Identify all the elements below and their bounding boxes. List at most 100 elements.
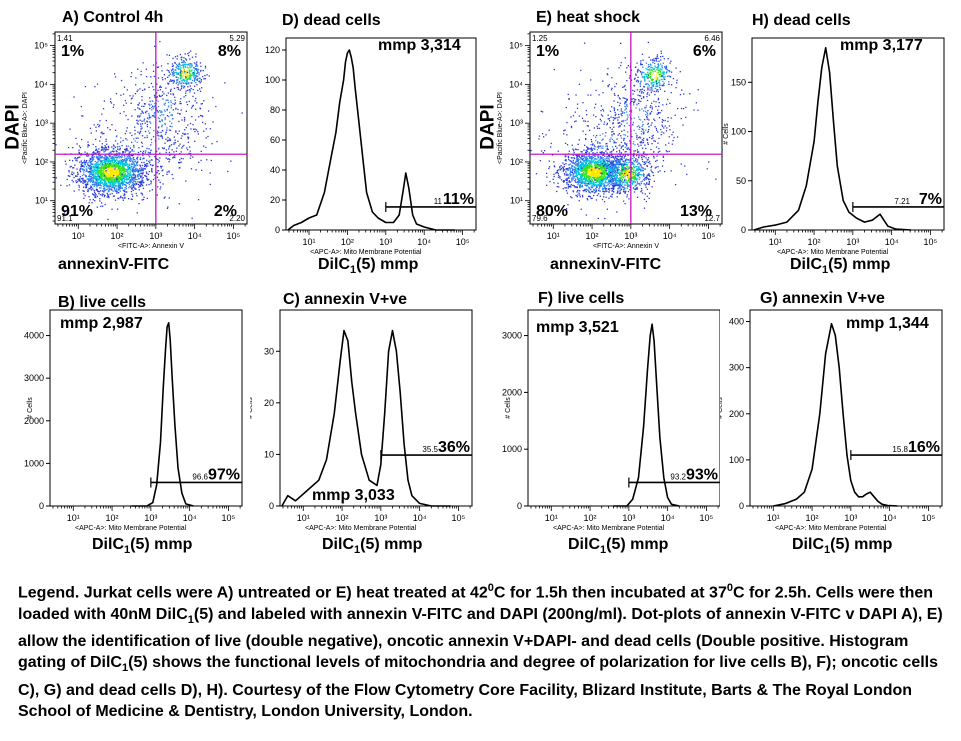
dot bbox=[160, 131, 162, 134]
dot bbox=[111, 165, 113, 167]
dot bbox=[123, 154, 125, 156]
dot bbox=[170, 107, 173, 109]
dot bbox=[171, 79, 174, 82]
dot bbox=[600, 174, 602, 176]
dot bbox=[102, 185, 105, 188]
dot bbox=[186, 72, 188, 74]
dot bbox=[119, 171, 121, 173]
dot bbox=[588, 160, 590, 162]
dot bbox=[200, 79, 202, 81]
dot bbox=[175, 71, 178, 73]
dot bbox=[583, 160, 585, 162]
dot bbox=[610, 168, 613, 170]
dot bbox=[182, 145, 184, 148]
dot bbox=[585, 168, 587, 170]
dot bbox=[604, 169, 607, 171]
dot bbox=[582, 157, 585, 160]
dot bbox=[183, 65, 185, 67]
dot bbox=[597, 145, 600, 147]
dot bbox=[97, 157, 99, 159]
dot bbox=[91, 170, 94, 172]
dot bbox=[127, 163, 129, 165]
histogram-line bbox=[287, 49, 455, 231]
dot bbox=[86, 168, 88, 171]
dot bbox=[75, 137, 77, 139]
dot bbox=[79, 176, 81, 178]
dot bbox=[590, 183, 592, 185]
dot bbox=[170, 80, 173, 82]
dot bbox=[204, 123, 207, 125]
dot bbox=[165, 157, 167, 159]
dot bbox=[107, 218, 109, 221]
dot bbox=[109, 160, 111, 162]
dot bbox=[202, 121, 204, 124]
dot bbox=[177, 77, 180, 79]
dot bbox=[164, 102, 166, 104]
dot bbox=[106, 158, 108, 161]
dot bbox=[87, 190, 89, 192]
dot bbox=[596, 169, 598, 172]
dot bbox=[195, 76, 197, 78]
dot bbox=[160, 119, 163, 121]
dot bbox=[107, 159, 109, 162]
dot bbox=[208, 75, 210, 77]
dot bbox=[104, 168, 106, 171]
dot bbox=[131, 72, 133, 74]
dot bbox=[96, 173, 98, 175]
dot bbox=[637, 183, 640, 185]
dot bbox=[584, 168, 586, 170]
dot bbox=[97, 174, 99, 177]
dot bbox=[606, 172, 608, 174]
dot bbox=[157, 106, 160, 108]
dot bbox=[195, 63, 198, 65]
dot bbox=[611, 176, 613, 179]
dot bbox=[584, 159, 586, 162]
dot bbox=[121, 144, 123, 147]
dot bbox=[160, 110, 162, 112]
dot bbox=[134, 180, 136, 182]
dot bbox=[105, 173, 107, 176]
dot bbox=[153, 130, 155, 132]
dot bbox=[579, 169, 581, 171]
dot bbox=[133, 183, 135, 185]
dot bbox=[128, 187, 130, 189]
dot bbox=[108, 177, 111, 179]
dot bbox=[111, 182, 114, 184]
dot bbox=[617, 184, 619, 187]
dot bbox=[599, 151, 601, 153]
dot bbox=[185, 59, 188, 61]
dot bbox=[601, 175, 603, 177]
dot bbox=[562, 166, 564, 168]
dot bbox=[174, 99, 176, 101]
dot bbox=[121, 154, 123, 157]
dot bbox=[142, 198, 145, 201]
dot bbox=[101, 174, 103, 176]
dot bbox=[191, 65, 193, 67]
dot bbox=[189, 65, 191, 67]
dot bbox=[144, 152, 146, 154]
dot bbox=[605, 181, 607, 183]
dot bbox=[110, 161, 112, 163]
dot bbox=[115, 174, 117, 176]
dot bbox=[115, 150, 117, 152]
dot bbox=[535, 173, 538, 175]
dot bbox=[172, 72, 175, 74]
dot bbox=[156, 83, 158, 85]
dot bbox=[606, 190, 608, 192]
dot bbox=[125, 163, 128, 165]
dot bbox=[556, 171, 559, 173]
dot bbox=[122, 169, 124, 171]
dot bbox=[104, 194, 106, 197]
dot bbox=[619, 181, 621, 184]
dot bbox=[145, 112, 147, 114]
dot bbox=[197, 89, 199, 92]
dot bbox=[177, 133, 179, 135]
dot bbox=[148, 118, 150, 120]
dot bbox=[585, 154, 587, 156]
dot bbox=[129, 177, 131, 179]
dot bbox=[593, 185, 595, 187]
dot bbox=[117, 143, 119, 145]
dot bbox=[171, 63, 174, 65]
dot bbox=[118, 160, 121, 162]
dot bbox=[120, 141, 122, 143]
